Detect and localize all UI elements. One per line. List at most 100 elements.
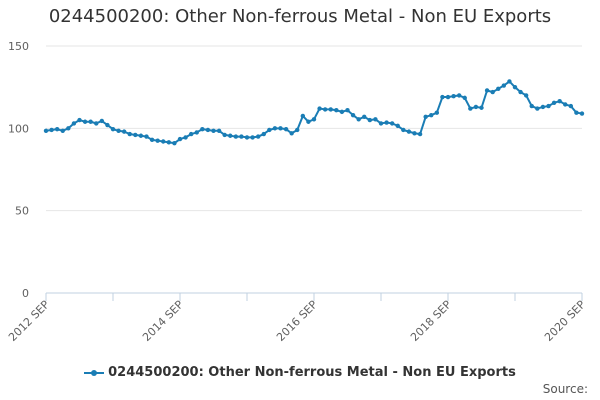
legend-swatch-icon xyxy=(84,368,105,378)
y-tick-label: 150 xyxy=(8,40,29,53)
data-point xyxy=(535,106,540,111)
data-point xyxy=(149,137,155,143)
data-point xyxy=(267,127,272,133)
data-point xyxy=(250,135,255,140)
data-point xyxy=(518,89,523,95)
data-point xyxy=(71,121,77,126)
data-point xyxy=(507,79,512,84)
data-point xyxy=(434,110,440,115)
data-point xyxy=(557,98,562,104)
data-point xyxy=(367,117,373,123)
data-point xyxy=(278,126,283,131)
data-point xyxy=(283,126,289,132)
data-point xyxy=(306,119,311,124)
data-point xyxy=(121,129,127,134)
data-point xyxy=(216,128,222,134)
data-point xyxy=(183,135,188,140)
data-point xyxy=(82,119,88,124)
data-point xyxy=(362,114,367,120)
data-point xyxy=(440,94,445,100)
data-point xyxy=(574,110,579,115)
data-point xyxy=(244,135,250,140)
data-point xyxy=(60,128,65,134)
data-point xyxy=(579,111,585,116)
data-point xyxy=(239,134,244,139)
data-point xyxy=(205,127,211,133)
data-point xyxy=(540,104,546,110)
data-point xyxy=(77,117,82,123)
series-line-group xyxy=(43,79,585,146)
data-point xyxy=(490,89,495,95)
data-point xyxy=(551,100,557,106)
data-point xyxy=(479,105,484,110)
data-point xyxy=(99,118,105,124)
x-tick-label: 2018 SEP xyxy=(408,298,454,344)
data-point xyxy=(228,133,233,138)
legend[interactable]: 0244500200: Other Non-ferrous Metal - No… xyxy=(0,365,600,380)
data-point xyxy=(300,113,306,119)
data-point xyxy=(334,108,339,113)
y-tick-label: 0 xyxy=(22,287,29,300)
data-point xyxy=(529,103,534,109)
data-point xyxy=(43,128,49,134)
data-point xyxy=(311,117,317,122)
data-point xyxy=(563,102,568,107)
data-point xyxy=(378,121,384,126)
data-point xyxy=(484,88,490,93)
data-point xyxy=(373,117,378,122)
data-point xyxy=(501,83,507,88)
data-point xyxy=(389,121,395,126)
data-point xyxy=(345,108,350,113)
data-point xyxy=(222,132,227,138)
data-point xyxy=(172,140,177,146)
data-point xyxy=(127,131,132,137)
data-point xyxy=(322,107,328,112)
data-point xyxy=(339,109,345,115)
data-point xyxy=(289,131,294,136)
data-point xyxy=(88,119,93,124)
data-point xyxy=(417,131,423,137)
data-point xyxy=(445,94,451,100)
x-tick-label: 2020 SEP xyxy=(542,298,588,344)
y-tick-label: 100 xyxy=(8,122,29,135)
data-point xyxy=(155,138,160,143)
data-point xyxy=(144,134,149,139)
data-point xyxy=(384,120,389,125)
y-axis-tick-labels: 0 50 100 150 xyxy=(8,40,29,300)
data-point xyxy=(66,126,71,131)
data-point xyxy=(295,127,300,133)
data-point xyxy=(49,127,54,133)
data-point xyxy=(188,131,194,137)
data-point xyxy=(94,121,99,126)
data-point xyxy=(468,106,473,111)
data-point xyxy=(350,112,356,118)
data-point xyxy=(496,86,501,92)
y-tick-label: 50 xyxy=(15,205,29,218)
data-point xyxy=(546,103,551,109)
data-point xyxy=(523,93,529,98)
data-point xyxy=(328,107,333,112)
data-point xyxy=(423,114,428,120)
data-point xyxy=(568,103,574,109)
data-point xyxy=(512,84,518,90)
data-point xyxy=(261,131,266,137)
gridlines xyxy=(46,45,582,212)
data-point xyxy=(401,127,406,133)
data-point xyxy=(166,140,172,145)
data-point xyxy=(233,134,239,139)
series-line xyxy=(45,80,583,145)
data-point xyxy=(54,126,60,132)
source-label: Source: xyxy=(542,382,588,396)
data-point xyxy=(272,126,278,131)
data-point xyxy=(110,126,116,132)
data-point xyxy=(194,130,199,135)
legend-label: 0244500200: Other Non-ferrous Metal - No… xyxy=(108,365,516,380)
x-tick-label: 2016 SEP xyxy=(274,298,320,344)
data-point xyxy=(451,94,456,99)
data-point xyxy=(211,128,216,134)
data-point xyxy=(356,117,361,122)
data-point xyxy=(200,126,205,132)
data-point xyxy=(429,112,434,118)
data-point xyxy=(133,132,138,138)
data-point xyxy=(456,93,462,98)
